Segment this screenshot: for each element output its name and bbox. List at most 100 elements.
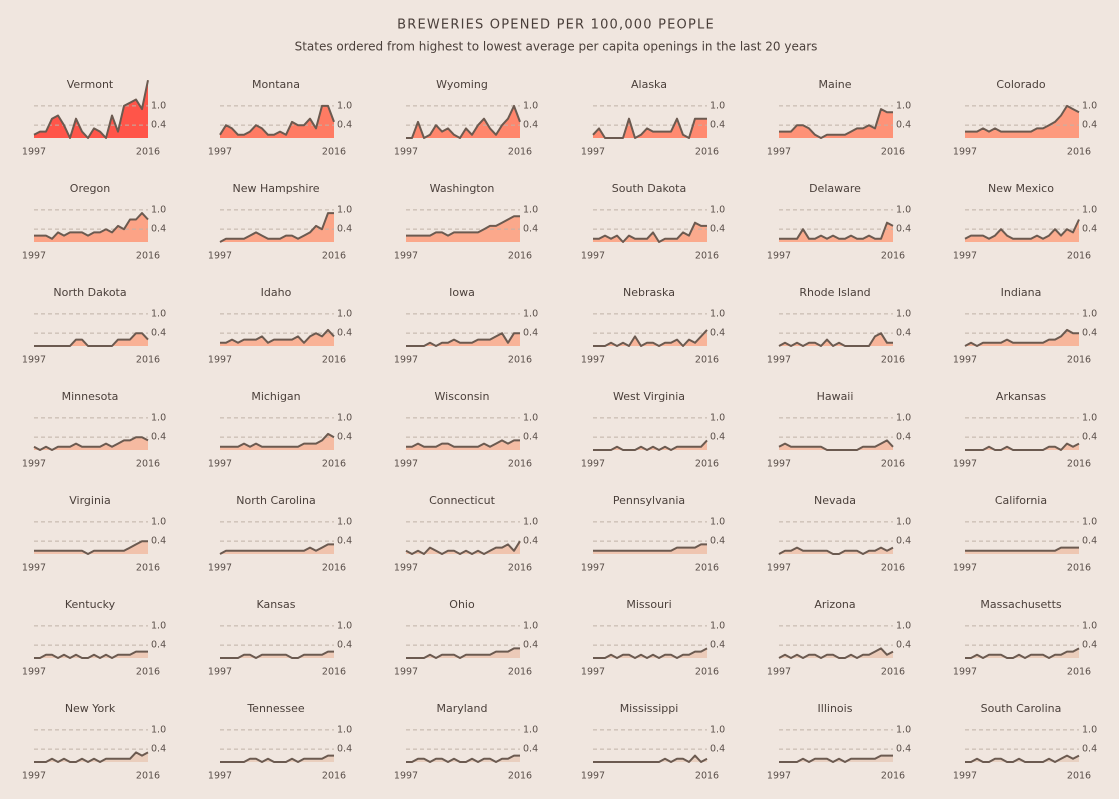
y-tick-label: 0.4: [151, 744, 166, 755]
panel-title: Maryland: [436, 702, 487, 715]
area: [593, 222, 707, 242]
x-tick-label: 2016: [322, 667, 346, 678]
y-tick-label: 0.4: [896, 536, 911, 547]
panel-title: Colorado: [996, 78, 1045, 91]
y-tick-label: 0.4: [151, 120, 166, 131]
line: [220, 328, 335, 344]
panel: Mississippi 1.0 0.4 1997 2016: [581, 702, 725, 782]
y-tick-label: 0.4: [523, 432, 538, 443]
panel: Massachusetts 1.0 0.4 1997 2016: [953, 598, 1097, 678]
x-tick-label: 1997: [953, 563, 977, 574]
panel-title: New Hampshire: [232, 182, 319, 195]
y-tick-label: 0.4: [523, 536, 538, 547]
y-tick-label: 1.0: [337, 516, 352, 527]
area: [965, 105, 1079, 138]
x-tick-label: 1997: [581, 459, 605, 470]
line: [778, 332, 893, 347]
area: [406, 105, 520, 138]
area: [779, 755, 893, 762]
panel: Kansas 1.0 0.4 1997 2016: [208, 598, 352, 678]
line: [778, 546, 894, 555]
y-tick-label: 1.0: [710, 308, 725, 319]
x-tick-label: 2016: [1067, 563, 1091, 574]
y-tick-label: 0.4: [337, 432, 352, 443]
x-tick-label: 1997: [208, 771, 232, 782]
x-tick-label: 2016: [508, 563, 532, 574]
x-tick-label: 2016: [881, 563, 905, 574]
y-tick-label: 0.4: [151, 640, 166, 651]
y-tick-label: 1.0: [337, 412, 352, 423]
panel-title: Indiana: [1001, 286, 1042, 299]
x-tick-label: 2016: [1067, 147, 1091, 158]
line: [965, 647, 1080, 659]
area: [34, 333, 148, 346]
y-tick-label: 0.4: [337, 328, 352, 339]
line: [778, 647, 894, 659]
x-tick-label: 1997: [767, 667, 791, 678]
x-tick-label: 2016: [136, 459, 160, 470]
y-tick-label: 1.0: [337, 308, 352, 319]
x-tick-label: 2016: [322, 563, 346, 574]
y-tick-label: 1.0: [523, 516, 538, 527]
y-tick-label: 0.4: [1082, 120, 1097, 131]
x-tick-label: 2016: [322, 771, 346, 782]
y-tick-label: 0.4: [1082, 328, 1097, 339]
panel: Colorado 1.0 0.4 1997 2016: [953, 78, 1097, 158]
line: [219, 543, 334, 555]
y-tick-label: 1.0: [896, 724, 911, 735]
line: [220, 754, 334, 763]
line: [965, 754, 1080, 763]
panel: Illinois 1.0 0.4 1997 2016: [767, 702, 911, 782]
x-tick-label: 2016: [136, 563, 160, 574]
panel: New York 1.0 0.4 1997 2016: [22, 702, 166, 782]
panel: Washington 1.0 0.4 1997 2016: [394, 182, 538, 262]
chart-title: BREWERIES OPENED PER 100,000 PEOPLE: [397, 18, 715, 33]
y-tick-label: 0.4: [151, 536, 166, 547]
x-tick-label: 1997: [394, 771, 418, 782]
area: [220, 105, 334, 138]
x-tick-label: 1997: [953, 147, 977, 158]
panel-title: Kentucky: [65, 598, 116, 611]
panel: North Carolina 1.0 0.4 1997 2016: [208, 494, 352, 574]
chart-subtitle: States ordered from highest to lowest av…: [295, 40, 818, 54]
panel-title: West Virginia: [613, 390, 685, 403]
line: [778, 439, 894, 451]
x-tick-label: 2016: [695, 251, 719, 262]
x-tick-label: 2016: [508, 251, 532, 262]
line: [34, 540, 148, 555]
panel-title: South Dakota: [612, 182, 686, 195]
y-tick-label: 1.0: [1082, 620, 1097, 631]
panel: Oregon 1.0 0.4 1997 2016: [22, 182, 166, 262]
y-tick-label: 1.0: [1082, 308, 1097, 319]
y-tick-label: 0.4: [710, 328, 725, 339]
y-tick-label: 1.0: [710, 100, 725, 111]
y-tick-label: 1.0: [896, 308, 911, 319]
panel-title: Wisconsin: [435, 390, 490, 403]
panel: Minnesota 1.0 0.4 1997 2016: [22, 390, 166, 470]
panel-title: Kansas: [257, 598, 296, 611]
y-tick-label: 0.4: [896, 432, 911, 443]
panel-title: Rhode Island: [799, 286, 870, 299]
area: [593, 544, 707, 554]
y-tick-label: 1.0: [1082, 412, 1097, 423]
panel: Wyoming 1.0 0.4 1997 2016: [394, 78, 538, 158]
x-tick-label: 1997: [767, 459, 791, 470]
y-tick-label: 0.4: [337, 120, 352, 131]
x-tick-label: 2016: [1067, 355, 1091, 366]
panel-title: Arizona: [814, 598, 855, 611]
y-tick-label: 1.0: [896, 412, 911, 423]
y-tick-label: 0.4: [523, 328, 538, 339]
x-tick-label: 1997: [581, 251, 605, 262]
y-tick-label: 1.0: [710, 724, 725, 735]
panel: Vermont 1.0 0.4 1997 2016: [22, 78, 166, 158]
x-tick-label: 2016: [1067, 667, 1091, 678]
y-tick-label: 1.0: [337, 100, 352, 111]
y-tick-label: 0.4: [151, 224, 166, 235]
y-tick-label: 0.4: [710, 536, 725, 547]
y-tick-label: 0.4: [710, 640, 725, 651]
x-tick-label: 1997: [953, 459, 977, 470]
x-tick-label: 1997: [581, 355, 605, 366]
line: [406, 647, 520, 659]
panel: Maine 1.0 0.4 1997 2016: [767, 78, 911, 158]
